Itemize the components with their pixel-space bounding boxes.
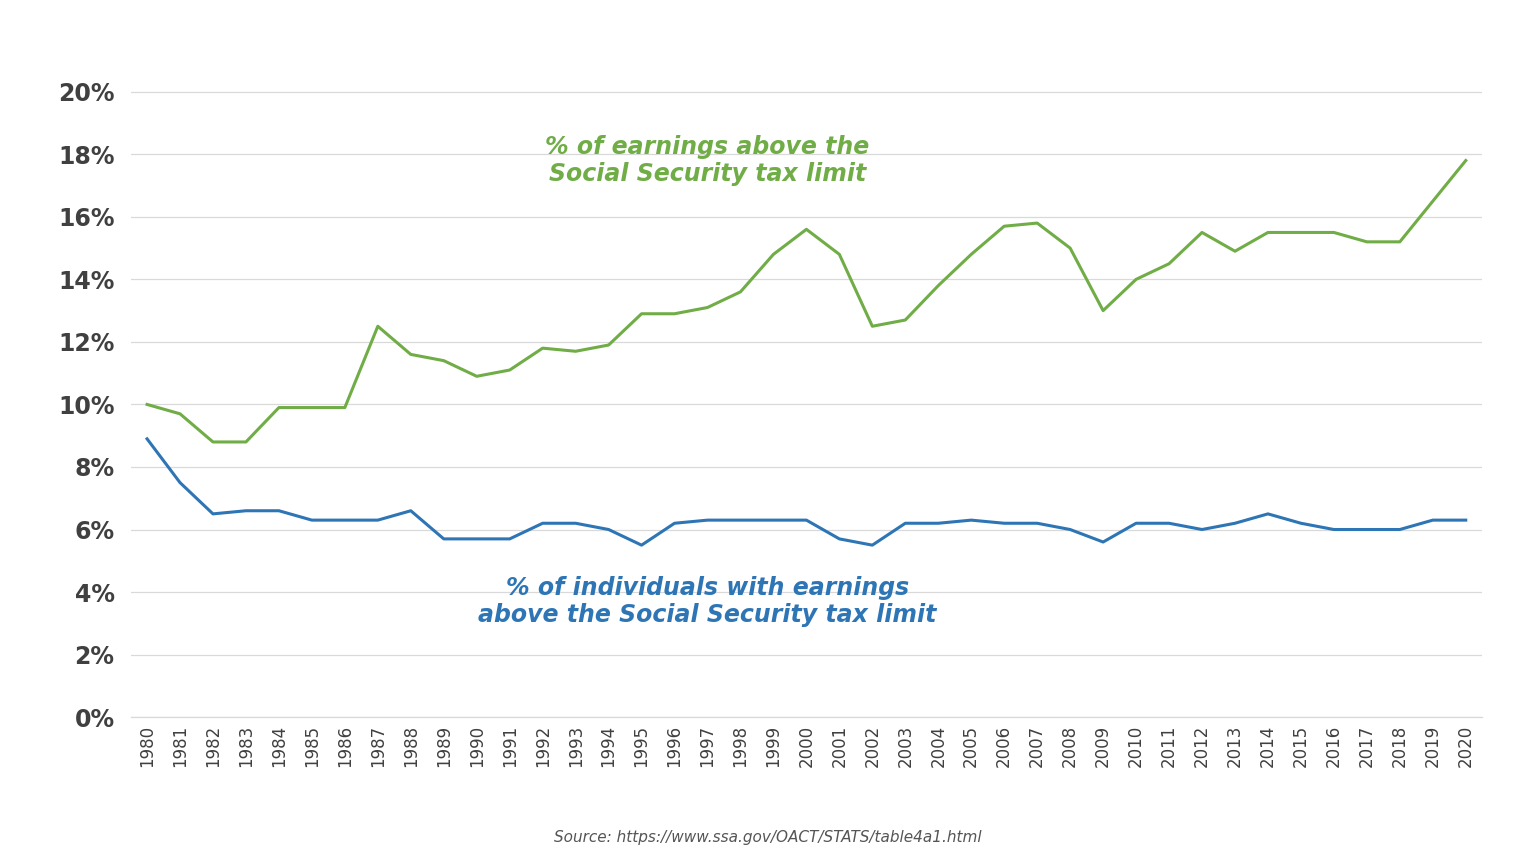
Text: % of individuals with earnings
above the Social Security tax limit: % of individuals with earnings above the…	[478, 575, 937, 627]
Text: Source: https://www.ssa.gov/OACT/STATS/table4a1.html: Source: https://www.ssa.gov/OACT/STATS/t…	[554, 830, 982, 845]
Text: % of earnings above the
Social Security tax limit: % of earnings above the Social Security …	[545, 135, 869, 187]
